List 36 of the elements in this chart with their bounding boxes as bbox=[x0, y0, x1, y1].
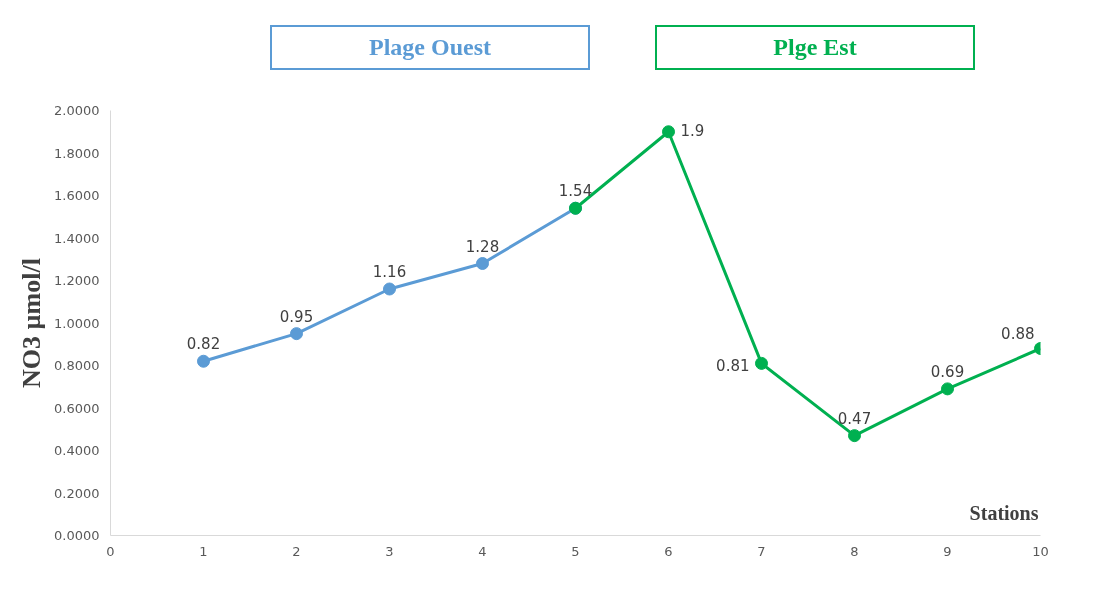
x-tick-label: 5 bbox=[571, 543, 580, 559]
data-label: 0.95 bbox=[279, 307, 314, 326]
data-label: 0.81 bbox=[716, 357, 750, 376]
data-label: 1.16 bbox=[372, 263, 407, 281]
y-tick-label: 0.6000 bbox=[54, 400, 100, 416]
x-axis-title: Stations bbox=[969, 501, 1039, 524]
text: Plage Ouest bbox=[369, 33, 491, 62]
x-tick-label: 0 bbox=[106, 543, 115, 559]
x-tick-label: 7 bbox=[757, 543, 766, 559]
data-label: 0.47 bbox=[837, 409, 872, 428]
y-tick-label: 1.6000 bbox=[54, 188, 100, 203]
x-tick-label: 2 bbox=[292, 543, 301, 559]
x-tick-label: 10 bbox=[1032, 543, 1049, 559]
y-tick-label: 0.4000 bbox=[54, 443, 100, 458]
y-tick-label: 1.8000 bbox=[54, 145, 100, 161]
y-tick-label: 0.8000 bbox=[54, 358, 100, 373]
x-tick-label: 8 bbox=[850, 543, 859, 559]
data-label: 0.82 bbox=[186, 335, 221, 354]
text: Plge Est bbox=[773, 33, 857, 62]
y-axis-title: NO3 µmol/l bbox=[17, 258, 47, 388]
data-label: 0.88 bbox=[1001, 324, 1035, 343]
y-tick-label: 2.0000 bbox=[54, 103, 100, 118]
x-tick-label: 4 bbox=[478, 543, 487, 559]
y-tick-label: 1.0000 bbox=[54, 315, 100, 331]
data-label: 1.9 bbox=[680, 121, 705, 140]
y-tick-label: 1.2000 bbox=[54, 273, 100, 288]
data-label: 1.54 bbox=[558, 182, 593, 201]
y-tick-label: 0.0000 bbox=[54, 528, 100, 543]
data-label: 1.28 bbox=[465, 237, 500, 256]
x-tick-label: 3 bbox=[385, 543, 394, 559]
x-tick-label: 9 bbox=[943, 543, 952, 559]
x-tick-label: 6 bbox=[664, 543, 673, 559]
y-tick-label: 1.4000 bbox=[54, 230, 100, 246]
data-label: 0.69 bbox=[930, 362, 965, 381]
x-tick-label: 1 bbox=[199, 543, 208, 559]
y-tick-label: 0.2000 bbox=[54, 485, 100, 501]
